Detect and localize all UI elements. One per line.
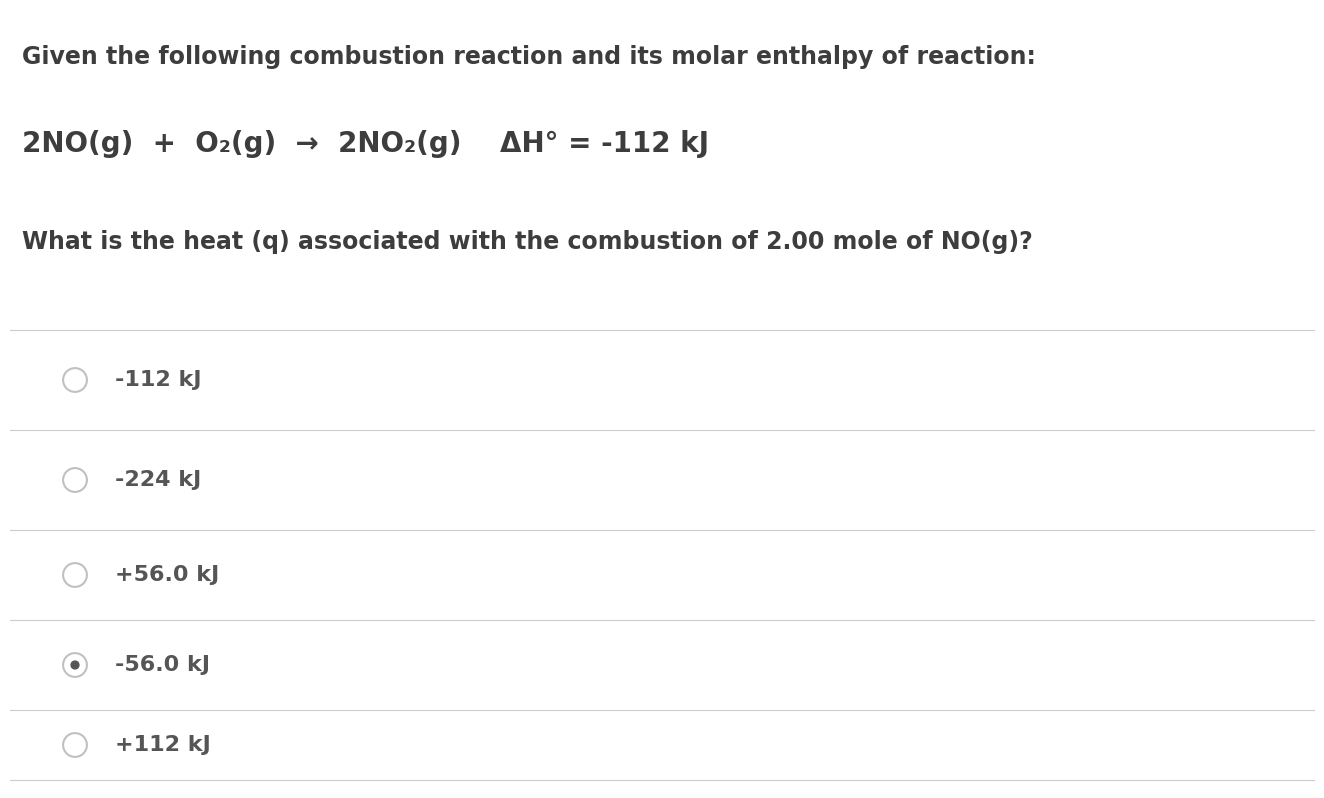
Text: -224 kJ: -224 kJ [115, 470, 201, 490]
Text: +112 kJ: +112 kJ [115, 735, 211, 755]
Circle shape [71, 661, 79, 669]
Text: +56.0 kJ: +56.0 kJ [115, 565, 220, 585]
Text: -112 kJ: -112 kJ [115, 370, 201, 390]
Text: What is the heat (q) associated with the combustion of 2.00 mole of NO(g)?: What is the heat (q) associated with the… [23, 230, 1033, 254]
Text: -56.0 kJ: -56.0 kJ [115, 655, 211, 675]
Text: Given the following combustion reaction and its molar enthalpy of reaction:: Given the following combustion reaction … [23, 45, 1035, 69]
Text: 2NO(g)  +  O₂(g)  →  2NO₂(g)    ΔH° = -112 kJ: 2NO(g) + O₂(g) → 2NO₂(g) ΔH° = -112 kJ [23, 130, 708, 158]
